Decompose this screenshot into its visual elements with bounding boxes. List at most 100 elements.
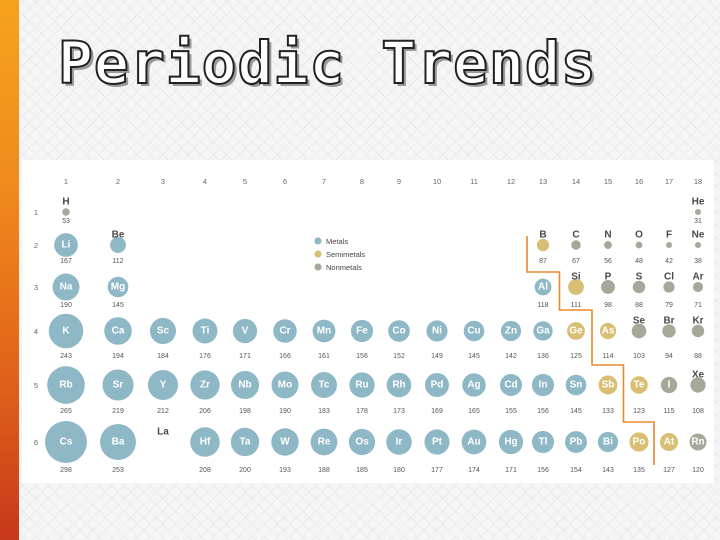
element-radius: 103 bbox=[633, 353, 645, 360]
element-circle bbox=[462, 373, 486, 397]
group-label-12: 12 bbox=[507, 177, 515, 186]
element-symbol: La bbox=[157, 427, 169, 438]
element-circle bbox=[426, 320, 448, 342]
element-circle bbox=[230, 427, 260, 457]
element-circle bbox=[47, 366, 85, 404]
element-symbol: Au bbox=[467, 437, 480, 448]
element-symbol: P bbox=[605, 272, 612, 283]
element-circle bbox=[631, 323, 647, 339]
element-radius: 125 bbox=[570, 353, 582, 360]
element-radius: 142 bbox=[505, 353, 517, 360]
element-symbol: Ag bbox=[467, 380, 480, 391]
element-symbol: C bbox=[572, 230, 579, 241]
element-ta: Ta 200 bbox=[230, 427, 260, 474]
element-radius: 188 bbox=[318, 467, 330, 474]
element-circle bbox=[62, 208, 70, 216]
element-circle bbox=[147, 369, 179, 401]
element-kr: Kr 88 bbox=[691, 316, 705, 360]
accent-bar bbox=[0, 0, 19, 540]
element-symbol: Re bbox=[318, 437, 331, 448]
element-hg: Hg 171 bbox=[498, 429, 524, 474]
element-i: I 115 bbox=[660, 376, 678, 415]
element-circle bbox=[230, 370, 260, 400]
element-circle bbox=[689, 433, 707, 451]
element-symbol: S bbox=[636, 272, 643, 283]
element-radius: 31 bbox=[694, 218, 702, 225]
element-radius: 208 bbox=[199, 467, 211, 474]
element-radius: 206 bbox=[199, 408, 211, 415]
element-symbol: Sn bbox=[570, 380, 583, 391]
element-circle bbox=[312, 319, 336, 343]
element-radius: 193 bbox=[279, 467, 291, 474]
element-radius: 185 bbox=[356, 467, 368, 474]
element-circle bbox=[500, 320, 522, 342]
group-label-13: 13 bbox=[539, 177, 547, 186]
element-radius: 133 bbox=[602, 408, 614, 415]
group-label-10: 10 bbox=[433, 177, 441, 186]
element-symbol: B bbox=[539, 230, 546, 241]
element-circle bbox=[568, 279, 584, 295]
element-circle bbox=[599, 322, 617, 340]
element-symbol: Zr bbox=[200, 380, 210, 391]
element-ca: Ca 194 bbox=[104, 317, 132, 360]
element-radius: 136 bbox=[537, 353, 549, 360]
element-symbol: Ca bbox=[112, 326, 125, 337]
element-circle bbox=[350, 319, 374, 343]
element-symbol: F bbox=[666, 230, 672, 241]
element-circle bbox=[52, 273, 80, 301]
element-circle bbox=[692, 281, 704, 293]
element-radius: 149 bbox=[431, 353, 443, 360]
element-symbol: Pb bbox=[570, 437, 583, 448]
element-circle bbox=[100, 424, 136, 460]
element-al: Al 118 bbox=[534, 278, 552, 309]
element-circle bbox=[386, 372, 412, 398]
element-bi: Bi 143 bbox=[597, 431, 619, 474]
element-circle bbox=[629, 432, 649, 452]
element-ar: Ar 71 bbox=[692, 272, 703, 310]
element-circle bbox=[499, 373, 523, 397]
element-tc: Tc 183 bbox=[311, 372, 337, 415]
element-ge: Ge 125 bbox=[567, 322, 585, 360]
element-symbol: Te bbox=[634, 380, 645, 391]
legend-label: Metals bbox=[326, 237, 348, 246]
element-fe: Fe 156 bbox=[350, 319, 374, 360]
element-circle bbox=[695, 209, 701, 215]
element-ga: Ga 136 bbox=[533, 321, 553, 360]
legend-item-metal: Metals bbox=[314, 237, 348, 246]
legend-swatch bbox=[314, 250, 322, 258]
element-symbol: Rb bbox=[59, 380, 72, 391]
element-radius: 79 bbox=[665, 302, 673, 309]
element-w: W 193 bbox=[271, 428, 299, 474]
element-circle bbox=[536, 238, 550, 252]
element-br: Br 94 bbox=[662, 316, 676, 360]
element-p: P 98 bbox=[601, 272, 615, 309]
element-symbol: Fe bbox=[356, 326, 368, 337]
element-symbol: Co bbox=[392, 326, 405, 337]
element-circle bbox=[388, 320, 410, 342]
element-radius: 167 bbox=[60, 258, 72, 265]
element-mg: Mg 145 bbox=[107, 276, 129, 309]
metal-nonmetal-boundary bbox=[526, 236, 655, 465]
element-radius: 87 bbox=[539, 258, 547, 265]
element-symbol: K bbox=[62, 326, 70, 337]
element-circle bbox=[271, 371, 299, 399]
element-symbol: Bi bbox=[603, 437, 613, 448]
element-symbol: Ru bbox=[355, 380, 368, 391]
element-radius: 156 bbox=[537, 408, 549, 415]
element-circle bbox=[425, 373, 449, 397]
group-label-4: 4 bbox=[203, 177, 207, 186]
element-radius: 219 bbox=[112, 408, 124, 415]
element-radius: 53 bbox=[62, 218, 70, 225]
element-b: B 87 bbox=[536, 230, 550, 265]
element-radius: 145 bbox=[468, 353, 480, 360]
element-radius: 120 bbox=[692, 467, 704, 474]
element-circle bbox=[695, 242, 701, 248]
element-circle bbox=[273, 319, 297, 343]
element-ti: Ti 176 bbox=[192, 318, 218, 360]
group-label-9: 9 bbox=[397, 177, 401, 186]
element-radius: 243 bbox=[60, 353, 72, 360]
element-symbol: Si bbox=[571, 272, 581, 283]
element-symbol: Sb bbox=[602, 380, 615, 391]
element-co: Co 152 bbox=[388, 320, 410, 360]
